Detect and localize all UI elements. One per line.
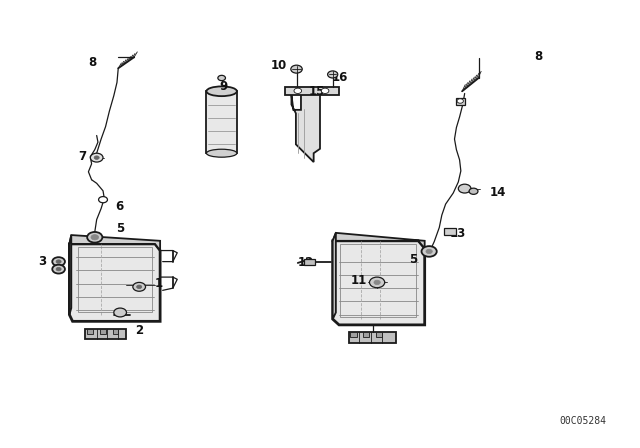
Polygon shape	[69, 244, 160, 321]
Circle shape	[90, 153, 103, 162]
Circle shape	[328, 71, 338, 78]
Polygon shape	[69, 235, 160, 250]
Circle shape	[94, 156, 99, 159]
Polygon shape	[207, 91, 237, 153]
Polygon shape	[333, 233, 425, 248]
Polygon shape	[376, 332, 382, 337]
Circle shape	[218, 75, 225, 81]
Circle shape	[52, 265, 65, 274]
Polygon shape	[113, 329, 118, 334]
Text: 8: 8	[534, 50, 543, 63]
Circle shape	[52, 257, 65, 266]
Circle shape	[469, 188, 478, 194]
Circle shape	[91, 235, 99, 240]
Text: 6: 6	[116, 200, 124, 213]
Text: 10: 10	[271, 59, 287, 72]
Polygon shape	[87, 329, 93, 334]
Text: 2: 2	[135, 324, 143, 337]
Circle shape	[374, 280, 380, 284]
Ellipse shape	[207, 149, 237, 157]
Polygon shape	[100, 329, 106, 334]
Text: 5: 5	[409, 253, 417, 266]
Polygon shape	[349, 332, 396, 343]
Text: 8: 8	[88, 56, 96, 69]
Text: 11: 11	[351, 274, 367, 287]
Ellipse shape	[207, 86, 237, 96]
Text: 14: 14	[490, 185, 506, 198]
Polygon shape	[291, 94, 320, 162]
Circle shape	[426, 249, 432, 254]
Circle shape	[56, 267, 61, 271]
Text: 13: 13	[450, 227, 467, 240]
Circle shape	[99, 197, 108, 203]
Circle shape	[422, 246, 436, 257]
Circle shape	[137, 285, 141, 289]
Polygon shape	[333, 241, 425, 325]
Circle shape	[458, 184, 471, 193]
Text: 4: 4	[53, 262, 61, 275]
Circle shape	[369, 277, 385, 288]
Polygon shape	[351, 332, 356, 337]
Polygon shape	[333, 233, 336, 319]
Polygon shape	[69, 235, 71, 314]
Circle shape	[133, 282, 145, 291]
Circle shape	[294, 88, 301, 94]
Text: 15: 15	[308, 85, 325, 98]
Polygon shape	[85, 329, 127, 339]
Circle shape	[114, 308, 127, 317]
Text: 00C05284: 00C05284	[560, 416, 607, 426]
Circle shape	[457, 99, 463, 103]
Text: 5: 5	[116, 222, 124, 235]
Circle shape	[87, 232, 102, 242]
Circle shape	[291, 65, 302, 73]
Text: 12: 12	[298, 256, 314, 269]
Polygon shape	[456, 98, 465, 104]
Polygon shape	[363, 332, 369, 337]
Circle shape	[56, 260, 61, 263]
Text: 9: 9	[220, 80, 228, 93]
Polygon shape	[304, 258, 315, 265]
Polygon shape	[444, 228, 456, 235]
Text: 16: 16	[332, 71, 348, 84]
Polygon shape	[285, 87, 339, 95]
Text: 7: 7	[78, 150, 86, 163]
Text: 1: 1	[155, 277, 163, 290]
Text: 3: 3	[38, 255, 46, 268]
Circle shape	[321, 88, 329, 94]
